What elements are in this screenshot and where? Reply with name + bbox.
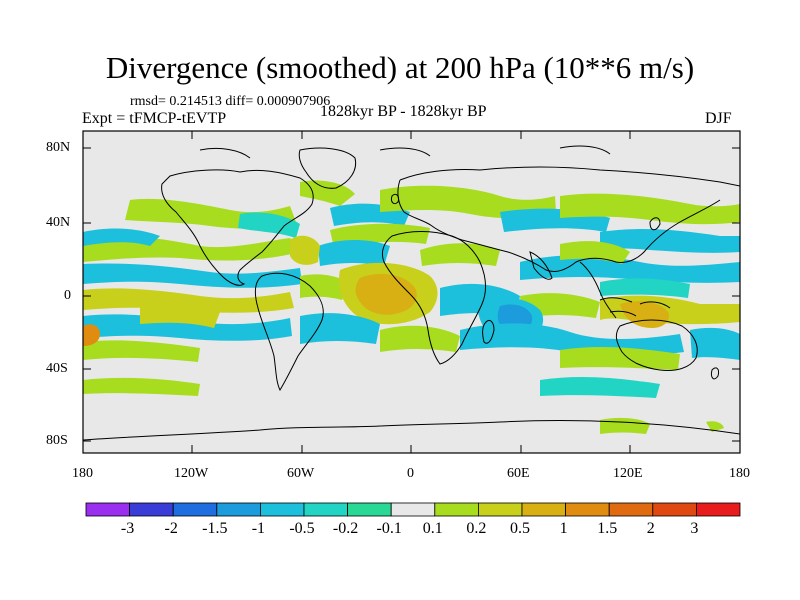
colorbar-swatch-14 xyxy=(696,502,741,517)
field-cyan-16 xyxy=(540,377,660,398)
colorbar xyxy=(85,502,741,517)
field-green-14 xyxy=(83,377,200,396)
colorbar-swatch-6 xyxy=(347,502,392,517)
field-green-5 xyxy=(380,185,556,219)
colorbar-swatch-0 xyxy=(85,502,130,517)
x-label-0: 0 xyxy=(407,466,414,481)
colorbar-label-0: -3 xyxy=(120,520,135,537)
map-title: Divergence (smoothed) at 200 hPa (10**6 … xyxy=(105,50,695,85)
coast-uk xyxy=(391,193,399,205)
field-green-16 xyxy=(706,421,724,432)
colorbar-swatch-9 xyxy=(477,502,523,517)
coast-australia xyxy=(615,319,698,371)
colorbar-label-6: -0.1 xyxy=(376,520,402,537)
field-green-12 xyxy=(380,325,460,352)
field-cyan-10 xyxy=(600,278,690,298)
field-cyan-12 xyxy=(83,314,292,341)
colorbar-swatch-8 xyxy=(434,502,479,517)
x-ticks xyxy=(82,131,741,453)
colorbar-swatch-4 xyxy=(259,502,305,517)
y-label-40n: 40N xyxy=(46,215,71,230)
colorbar-swatch-10 xyxy=(521,502,566,517)
colorbar-label-5: -0.2 xyxy=(332,520,359,537)
colorbar-label-8: 0.2 xyxy=(466,520,487,537)
colorbar-swatch-2 xyxy=(172,502,218,517)
coast-south-america xyxy=(254,272,324,392)
x-label-60w: 60W xyxy=(287,466,315,481)
field-yellow-2 xyxy=(83,288,294,313)
field-green-6 xyxy=(560,193,740,225)
coast-indonesia xyxy=(599,297,671,317)
coast-japan xyxy=(649,217,661,231)
field-yellow-5 xyxy=(140,301,220,328)
colorbar-label-12: 2 xyxy=(646,520,655,537)
y-label-80s: 80S xyxy=(46,433,68,448)
field-orange-2 xyxy=(83,324,100,346)
y-ticks xyxy=(83,147,740,442)
colorbar-label-4: -0.5 xyxy=(289,520,315,537)
field-cyan-3 xyxy=(238,212,300,238)
field-yellow xyxy=(290,235,320,265)
field-green-8 xyxy=(560,241,630,264)
x-label-180e: 180 xyxy=(729,466,750,481)
x-label-60e: 60E xyxy=(507,466,530,481)
colorbar-swatch-1 xyxy=(129,502,174,517)
field-cyan-8 xyxy=(520,255,740,283)
coast-new-zealand xyxy=(711,367,719,380)
colorbar-swatch-13 xyxy=(652,502,697,517)
field-cyan-5 xyxy=(318,240,390,266)
colorbar-swatch-12 xyxy=(608,502,654,517)
field-green-3 xyxy=(300,180,355,206)
colorbar-label-3: -1 xyxy=(251,520,266,537)
x-label-120e: 120E xyxy=(613,466,643,481)
field-green-9 xyxy=(300,274,350,300)
coast-madagascar xyxy=(482,319,495,344)
period-label: 1828kyr BP - 1828kyr BP xyxy=(320,103,487,120)
field-green-7 xyxy=(420,243,500,266)
colorbar-swatch-11 xyxy=(565,502,610,517)
stats-text: rmsd= 0.214513 diff= 0.000907906 xyxy=(130,94,331,109)
colorbar-label-11: 1.5 xyxy=(597,520,618,537)
divergence-fields xyxy=(83,180,740,434)
field-cyan-2 xyxy=(83,228,160,246)
field-green-13 xyxy=(560,347,680,370)
field-green-11 xyxy=(83,340,200,362)
field-cyan-13 xyxy=(300,313,380,344)
coast-north-america xyxy=(161,169,314,286)
colorbar-label-1: -2 xyxy=(164,520,178,537)
experiment-label: Expt = tFMCP-tEVTP xyxy=(82,110,227,127)
colorbar-label-13: 3 xyxy=(690,520,699,537)
coast-africa xyxy=(381,231,487,365)
field-cyan-7 xyxy=(600,229,740,253)
x-label-180w: 180 xyxy=(72,466,93,481)
field-orange xyxy=(355,273,417,315)
coast-greenland xyxy=(298,147,357,189)
colorbar-label-2: -1.5 xyxy=(202,520,228,537)
field-cyan-15 xyxy=(690,327,740,360)
y-label-0: 0 xyxy=(64,288,71,303)
field-cyan xyxy=(83,263,302,288)
colorbar-swatch-7 xyxy=(390,502,436,517)
colorbar-swatch-3 xyxy=(216,502,261,517)
coast-eurasia xyxy=(397,166,740,273)
coast-south-asia xyxy=(529,251,617,319)
field-orange-3 xyxy=(620,301,670,328)
colorbar-label-9: 0.5 xyxy=(510,520,530,537)
coastlines xyxy=(83,145,740,441)
y-label-40s: 40S xyxy=(46,361,68,376)
colorbar-label-7: 0.1 xyxy=(422,520,443,537)
y-label-80n: 80N xyxy=(46,140,71,155)
colorbar-swatch-5 xyxy=(303,502,348,517)
colorbar-label-10: 1 xyxy=(559,520,568,537)
coast-arctic-islands xyxy=(199,145,611,159)
coast-antarctica xyxy=(83,420,740,441)
season-label: DJF xyxy=(705,110,732,127)
x-label-120w: 120W xyxy=(174,466,209,481)
